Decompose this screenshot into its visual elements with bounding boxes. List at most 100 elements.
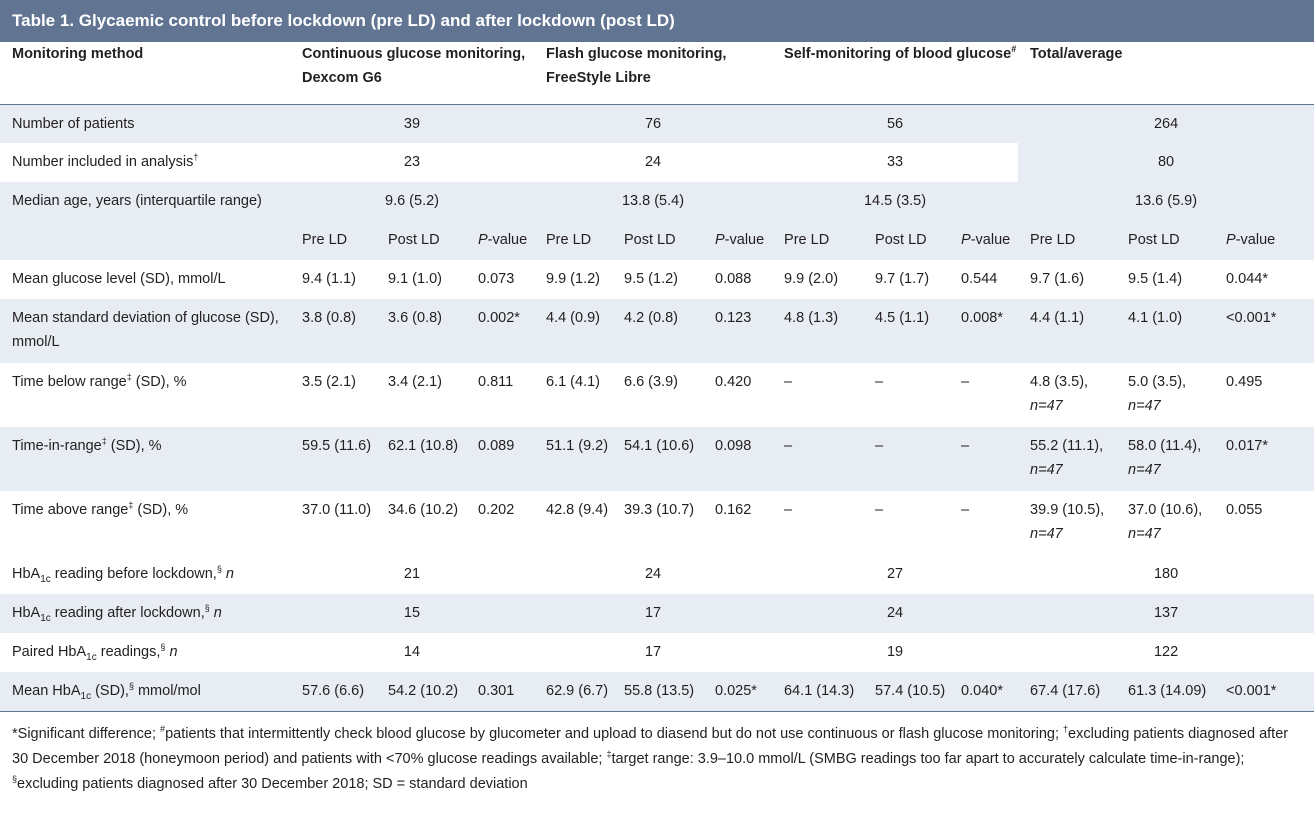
table-cell: Pre LD xyxy=(772,221,864,260)
p-value-header: P-value xyxy=(1214,221,1314,260)
table-cell: 59.5 (11.6) xyxy=(290,427,376,491)
table-cell: 55.2 (11.1), n=47 xyxy=(1018,427,1117,491)
table-cell: 3.4 (2.1) xyxy=(388,374,442,390)
table-cell: 34.6 (10.2) xyxy=(388,502,459,518)
table-cell: 6.1 (4.1) xyxy=(546,374,600,390)
table-cell: 122 xyxy=(1153,644,1179,660)
header-flash: Flash glucose monitoring, FreeStyle Libr… xyxy=(546,46,727,86)
table-cell: 0.811 xyxy=(478,374,514,390)
table-cell: 4.8 (1.3) xyxy=(772,299,864,363)
table-row: Mean HbA1c (SD),§ mmol/mol 57.6 (6.6) 54.2… xyxy=(0,672,1314,711)
table-cell: 0.098 xyxy=(703,427,773,491)
header-total: Total/average xyxy=(1030,46,1123,62)
row-label: Number included in analysis† xyxy=(12,152,199,170)
header-cgm: Continuous glucose monitoring, Dexcom G6 xyxy=(302,46,526,86)
table-cell: 0.017* xyxy=(1214,427,1314,491)
table-header-row: Monitoring method Continuous glucose mon… xyxy=(0,42,1314,104)
table-row: Number included in analysis† 23 24 33 80 xyxy=(0,143,1314,182)
table-cell: 33 xyxy=(886,154,904,170)
table-cell: Pre LD xyxy=(290,221,376,260)
table-cell: 39.3 (10.7) xyxy=(624,502,695,518)
table-cell: Post LD xyxy=(863,221,950,260)
table-row: Mean glucose level (SD), mmol/L 9.4 (1.1)… xyxy=(0,260,1314,299)
table-cell: 0.040* xyxy=(949,672,1019,711)
table-row: Paired HbA1c readings,§ n 14 17 19 122 xyxy=(0,633,1314,672)
table-cell: – xyxy=(875,502,884,518)
table-cell: 17 xyxy=(644,644,662,660)
table-cell: 9.4 (1.1) xyxy=(302,271,356,287)
table-cell: 137 xyxy=(1018,594,1314,633)
table-cell: Post LD xyxy=(1116,221,1215,260)
header-smbg: Self-monitoring of blood glucose# xyxy=(784,44,1017,62)
table-cell: Post LD xyxy=(376,221,466,260)
table-cell: 24 xyxy=(644,154,662,170)
table-cell: 9.5 (1.2) xyxy=(624,271,678,287)
table-cell: – xyxy=(784,502,793,518)
table-cell: 58.0 (11.4), n=47 xyxy=(1116,427,1215,491)
table-cell: 64.1 (14.3) xyxy=(772,672,864,711)
table-cell: 14.5 (3.5) xyxy=(772,182,1019,221)
table-cell: 9.7 (1.7) xyxy=(875,271,930,287)
row-label: Number of patients xyxy=(0,104,290,143)
table-cell: 264 xyxy=(1018,104,1314,143)
table-row: Time below range‡ (SD), % 3.5 (2.1) 3.4 (2… xyxy=(0,363,1314,427)
table-cell: 9.7 (1.6) xyxy=(1030,271,1085,287)
table-cell: 9.1 (1.0) xyxy=(388,271,442,287)
p-value-header: P-value xyxy=(949,221,1019,260)
table-cell: 21 xyxy=(403,566,421,582)
table-cell: 9.5 (1.4) xyxy=(1128,271,1183,287)
table-cell: 54.2 (10.2) xyxy=(376,672,466,711)
table-cell: 19 xyxy=(886,644,904,660)
table-cell: 62.1 (10.8) xyxy=(376,427,466,491)
row-label: Time-in-range‡ (SD), % xyxy=(0,427,290,491)
table-cell: 24 xyxy=(644,566,662,582)
row-label: Mean glucose level (SD), mmol/L xyxy=(12,271,226,287)
table-cell: – xyxy=(961,502,970,518)
table-cell: 24 xyxy=(772,594,1019,633)
row-label: Mean HbA1c (SD),§ mmol/mol xyxy=(0,672,290,711)
table-cell: 27 xyxy=(886,566,904,582)
table-cell: – xyxy=(875,374,884,390)
table-cell: 5.0 (3.5), n=47 xyxy=(1128,374,1187,414)
table-cell: 13.8 (5.4) xyxy=(534,182,773,221)
table-cell: 37.0 (10.6), n=47 xyxy=(1128,502,1203,542)
table-cell: 0.002* xyxy=(466,299,534,363)
table-cell: 0.495 xyxy=(1226,374,1263,390)
table-cell: 39.9 (10.5), n=47 xyxy=(1030,502,1105,542)
table-cell: 3.6 (0.8) xyxy=(376,299,466,363)
table-cell: 4.4 (0.9) xyxy=(534,299,612,363)
table-cell: 56 xyxy=(772,104,1019,143)
table-title: Table 1. Glycaemic control before lockdo… xyxy=(0,0,1314,42)
table-row: Number of patients 39 76 56 264 xyxy=(0,104,1314,143)
row-label: HbA1c reading before lockdown,§ n xyxy=(12,564,234,585)
table-row: Time above range‡ (SD), % 37.0 (11.0) 34.6… xyxy=(0,491,1314,555)
sub-header-row: Pre LD Post LD P-value Pre LD Post LD P-value… xyxy=(0,221,1314,260)
table-cell: 0.202 xyxy=(478,502,515,518)
table-cell: 0.055 xyxy=(1226,502,1263,518)
table-cell: 0.123 xyxy=(703,299,773,363)
table-cell: 0.420 xyxy=(715,374,752,390)
table-cell: 42.8 (9.4) xyxy=(546,502,609,518)
table-cell: 14 xyxy=(403,644,421,660)
p-value-header: P-value xyxy=(466,221,534,260)
table-cell: – xyxy=(784,374,793,390)
table-cell: 57.6 (6.6) xyxy=(290,672,376,711)
table-cell: 0.089 xyxy=(466,427,534,491)
table-cell: 62.9 (6.7) xyxy=(534,672,612,711)
table-row: Mean standard deviation of glucose (SD),… xyxy=(0,299,1314,363)
row-label: HbA1c reading after lockdown,§ n xyxy=(0,594,290,633)
table-cell: 9.9 (1.2) xyxy=(546,271,600,287)
table-cell: 55.8 (13.5) xyxy=(612,672,703,711)
row-label: Mean standard deviation of glucose (SD),… xyxy=(0,299,290,363)
table-row: Time-in-range‡ (SD), % 59.5 (11.6) 62.1 (1… xyxy=(0,427,1314,491)
header-monitoring-method: Monitoring method xyxy=(12,46,144,62)
row-label: Time above range‡ (SD), % xyxy=(12,500,189,518)
row-label: Time below range‡ (SD), % xyxy=(12,372,187,390)
table-cell: <0.001* xyxy=(1214,672,1314,711)
table-cell: 3.8 (0.8) xyxy=(290,299,376,363)
table-cell: 39 xyxy=(290,104,534,143)
row-label: Median age, years (interquartile range) xyxy=(0,182,290,221)
table-cell: – xyxy=(961,374,970,390)
table-cell: 3.5 (2.1) xyxy=(302,374,356,390)
table-cell: 15 xyxy=(290,594,534,633)
